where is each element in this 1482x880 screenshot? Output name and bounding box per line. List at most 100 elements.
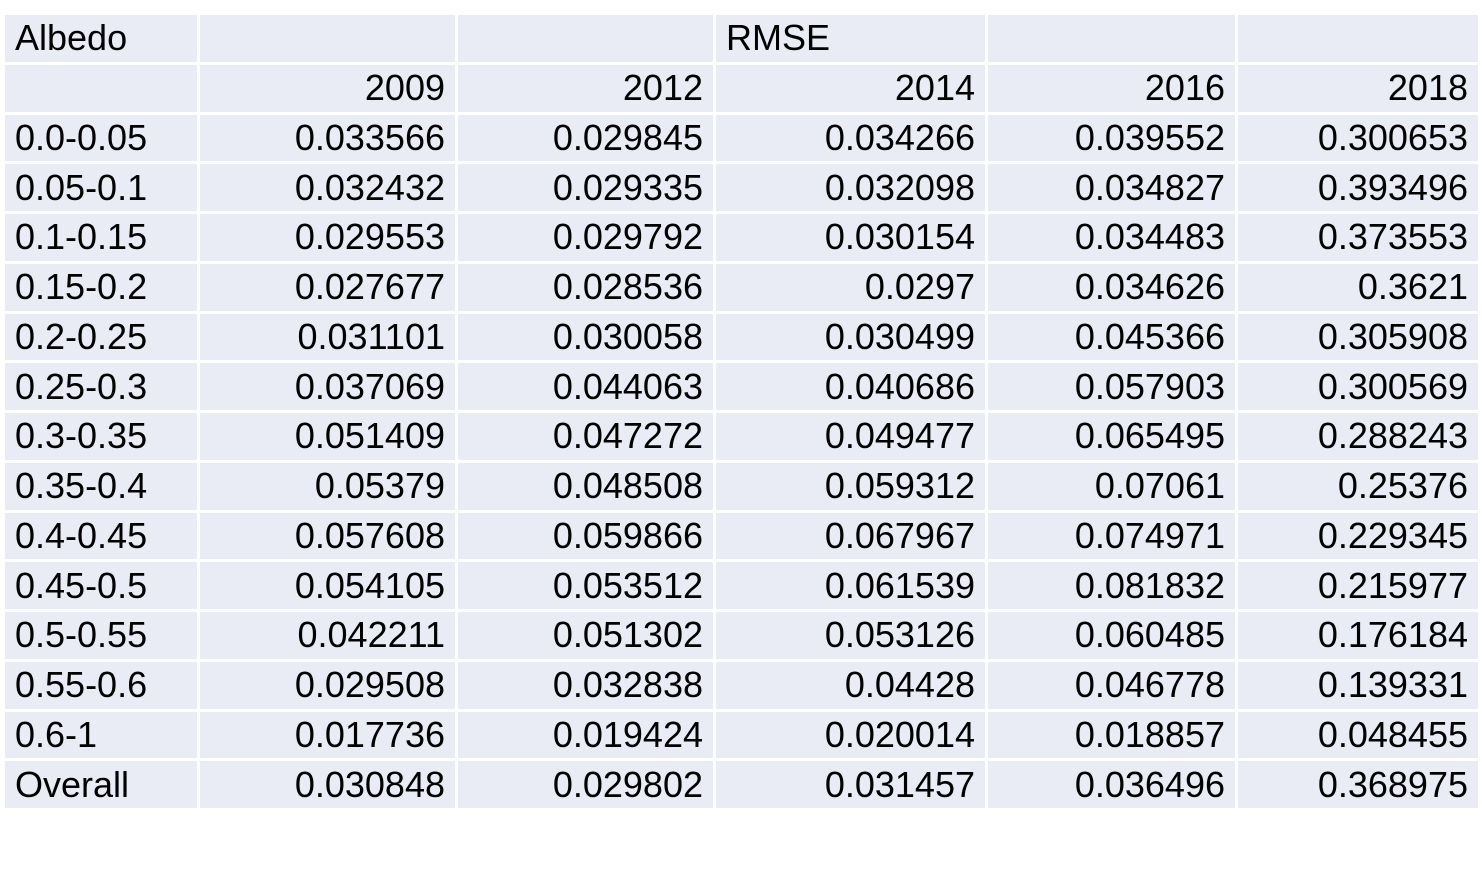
rmse-value-cell: 0.020014 bbox=[713, 708, 988, 762]
rmse-value-cell: 0.034827 bbox=[985, 161, 1238, 214]
rmse-value-cell: 0.051302 bbox=[455, 609, 716, 662]
table-row: 0.05-0.1 0.032432 0.029335 0.032098 0.034827… bbox=[2, 161, 1481, 214]
rmse-value-cell: 0.047272 bbox=[455, 410, 716, 463]
year-header: 2012 bbox=[455, 61, 716, 115]
rmse-value-cell: 0.054105 bbox=[197, 559, 458, 612]
table-row: 0.6-1 0.017736 0.019424 0.020014 0.018857 0.0… bbox=[2, 708, 1481, 762]
rmse-value-cell: 0.057608 bbox=[197, 509, 458, 563]
albedo-range-label: 0.3-0.35 bbox=[2, 410, 200, 463]
table-row: 0.25-0.3 0.037069 0.044063 0.040686 0.057903… bbox=[2, 360, 1481, 413]
rmse-value-cell: 0.042211 bbox=[197, 609, 458, 662]
rmse-value-cell: 0.032838 bbox=[455, 658, 716, 712]
rmse-value-cell: 0.040686 bbox=[713, 360, 988, 413]
rmse-value-cell: 0.393496 bbox=[1235, 161, 1481, 214]
albedo-range-label: Overall bbox=[2, 758, 200, 811]
table-row: 0.0-0.05 0.033566 0.029845 0.034266 0.039552… bbox=[2, 111, 1481, 165]
year-header: 2009 bbox=[197, 61, 458, 115]
table-row: 0.2-0.25 0.031101 0.030058 0.030499 0.045366… bbox=[2, 310, 1481, 364]
rmse-value-cell: 0.07061 bbox=[985, 459, 1238, 513]
header-empty-cell bbox=[2, 61, 200, 115]
albedo-range-label: 0.05-0.1 bbox=[2, 161, 200, 214]
albedo-range-label: 0.25-0.3 bbox=[2, 360, 200, 413]
rmse-value-cell: 0.048508 bbox=[455, 459, 716, 513]
rmse-value-cell: 0.030499 bbox=[713, 310, 988, 364]
rmse-value-cell: 0.288243 bbox=[1235, 410, 1481, 463]
rmse-value-cell: 0.215977 bbox=[1235, 559, 1481, 612]
rmse-value-cell: 0.04428 bbox=[713, 658, 988, 712]
year-header: 2014 bbox=[713, 61, 988, 115]
rmse-value-cell: 0.029335 bbox=[455, 161, 716, 214]
header-empty-cell bbox=[197, 12, 458, 65]
year-header: 2016 bbox=[985, 61, 1238, 115]
rmse-value-cell: 0.034626 bbox=[985, 260, 1238, 314]
rmse-value-cell: 0.081832 bbox=[985, 559, 1238, 612]
rmse-value-cell: 0.029553 bbox=[197, 211, 458, 264]
header-empty-cell bbox=[1235, 12, 1481, 65]
table-row: 0.35-0.4 0.05379 0.048508 0.059312 0.07061 0.… bbox=[2, 459, 1481, 513]
rmse-value-cell: 0.25376 bbox=[1235, 459, 1481, 513]
rmse-value-cell: 0.032098 bbox=[713, 161, 988, 214]
rmse-value-cell: 0.059866 bbox=[455, 509, 716, 563]
rmse-value-cell: 0.029792 bbox=[455, 211, 716, 264]
albedo-range-label: 0.15-0.2 bbox=[2, 260, 200, 314]
rmse-value-cell: 0.176184 bbox=[1235, 609, 1481, 662]
rmse-value-cell: 0.034266 bbox=[713, 111, 988, 165]
header-row-group: Albedo RMSE bbox=[2, 12, 1481, 65]
rmse-value-cell: 0.027677 bbox=[197, 260, 458, 314]
rmse-group-header: RMSE bbox=[713, 12, 988, 65]
rmse-value-cell: 0.018857 bbox=[985, 708, 1238, 762]
table-row: 0.4-0.45 0.057608 0.059866 0.067967 0.074971… bbox=[2, 509, 1481, 563]
albedo-range-label: 0.45-0.5 bbox=[2, 559, 200, 612]
rmse-value-cell: 0.030058 bbox=[455, 310, 716, 364]
table-row: 0.15-0.2 0.027677 0.028536 0.0297 0.034626 0.… bbox=[2, 260, 1481, 314]
rmse-value-cell: 0.300653 bbox=[1235, 111, 1481, 165]
table-row: Overall 0.030848 0.029802 0.031457 0.036496 0… bbox=[2, 758, 1481, 811]
rmse-value-cell: 0.045366 bbox=[985, 310, 1238, 364]
albedo-range-label: 0.4-0.45 bbox=[2, 509, 200, 563]
albedo-range-label: 0.6-1 bbox=[2, 708, 200, 762]
rmse-value-cell: 0.029802 bbox=[455, 758, 716, 811]
rmse-value-cell: 0.017736 bbox=[197, 708, 458, 762]
header-row-years: 2009 2012 2014 2016 2018 bbox=[2, 61, 1481, 115]
table-row: 0.1-0.15 0.029553 0.029792 0.030154 0.034483… bbox=[2, 211, 1481, 264]
albedo-range-label: 0.35-0.4 bbox=[2, 459, 200, 513]
rmse-value-cell: 0.036496 bbox=[985, 758, 1238, 811]
rmse-table-container: Albedo RMSE 2009 2012 2014 2016 2018 0.0… bbox=[2, 12, 1481, 856]
table-row: 0.3-0.35 0.051409 0.047272 0.049477 0.065495… bbox=[2, 410, 1481, 463]
rmse-value-cell: 0.051409 bbox=[197, 410, 458, 463]
rmse-value-cell: 0.031101 bbox=[197, 310, 458, 364]
rmse-value-cell: 0.044063 bbox=[455, 360, 716, 413]
rmse-value-cell: 0.060485 bbox=[985, 609, 1238, 662]
rmse-value-cell: 0.074971 bbox=[985, 509, 1238, 563]
rmse-value-cell: 0.031457 bbox=[713, 758, 988, 811]
rmse-value-cell: 0.061539 bbox=[713, 559, 988, 612]
rmse-value-cell: 0.05379 bbox=[197, 459, 458, 513]
rmse-value-cell: 0.033566 bbox=[197, 111, 458, 165]
rmse-value-cell: 0.030848 bbox=[197, 758, 458, 811]
rmse-value-cell: 0.019424 bbox=[455, 708, 716, 762]
header-empty-cell bbox=[455, 12, 716, 65]
rmse-value-cell: 0.039552 bbox=[985, 111, 1238, 165]
albedo-range-label: 0.1-0.15 bbox=[2, 211, 200, 264]
rmse-value-cell: 0.053512 bbox=[455, 559, 716, 612]
rmse-table: Albedo RMSE 2009 2012 2014 2016 2018 0.0… bbox=[2, 12, 1481, 811]
albedo-range-label: 0.2-0.25 bbox=[2, 310, 200, 364]
rmse-value-cell: 0.305908 bbox=[1235, 310, 1481, 364]
rmse-value-cell: 0.032432 bbox=[197, 161, 458, 214]
rmse-value-cell: 0.229345 bbox=[1235, 509, 1481, 563]
rmse-value-cell: 0.059312 bbox=[713, 459, 988, 513]
rmse-value-cell: 0.139331 bbox=[1235, 658, 1481, 712]
rmse-value-cell: 0.029508 bbox=[197, 658, 458, 712]
rmse-value-cell: 0.048455 bbox=[1235, 708, 1481, 762]
rmse-value-cell: 0.053126 bbox=[713, 609, 988, 662]
rmse-value-cell: 0.030154 bbox=[713, 211, 988, 264]
rmse-value-cell: 0.049477 bbox=[713, 410, 988, 463]
table-body: Albedo RMSE 2009 2012 2014 2016 2018 0.0… bbox=[2, 12, 1481, 811]
table-row: 0.5-0.55 0.042211 0.051302 0.053126 0.060485… bbox=[2, 609, 1481, 662]
header-empty-cell bbox=[985, 12, 1238, 65]
rmse-value-cell: 0.046778 bbox=[985, 658, 1238, 712]
year-header: 2018 bbox=[1235, 61, 1481, 115]
albedo-range-label: 0.5-0.55 bbox=[2, 609, 200, 662]
rmse-value-cell: 0.029845 bbox=[455, 111, 716, 165]
rmse-value-cell: 0.067967 bbox=[713, 509, 988, 563]
